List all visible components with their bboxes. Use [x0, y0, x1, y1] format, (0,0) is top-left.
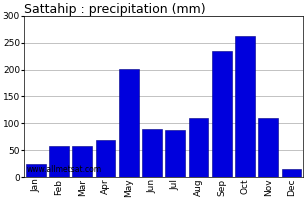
Bar — [49, 146, 69, 177]
Bar — [235, 36, 255, 177]
Bar — [282, 169, 301, 177]
Bar — [142, 129, 162, 177]
Bar — [73, 146, 92, 177]
Bar — [212, 51, 232, 177]
Bar — [119, 69, 139, 177]
Bar — [26, 164, 46, 177]
Text: Sattahip : precipitation (mm): Sattahip : precipitation (mm) — [24, 3, 206, 16]
Bar — [96, 140, 115, 177]
Text: www.allmetsat.com: www.allmetsat.com — [27, 165, 102, 174]
Bar — [189, 118, 208, 177]
Bar — [259, 118, 278, 177]
Bar — [166, 130, 185, 177]
